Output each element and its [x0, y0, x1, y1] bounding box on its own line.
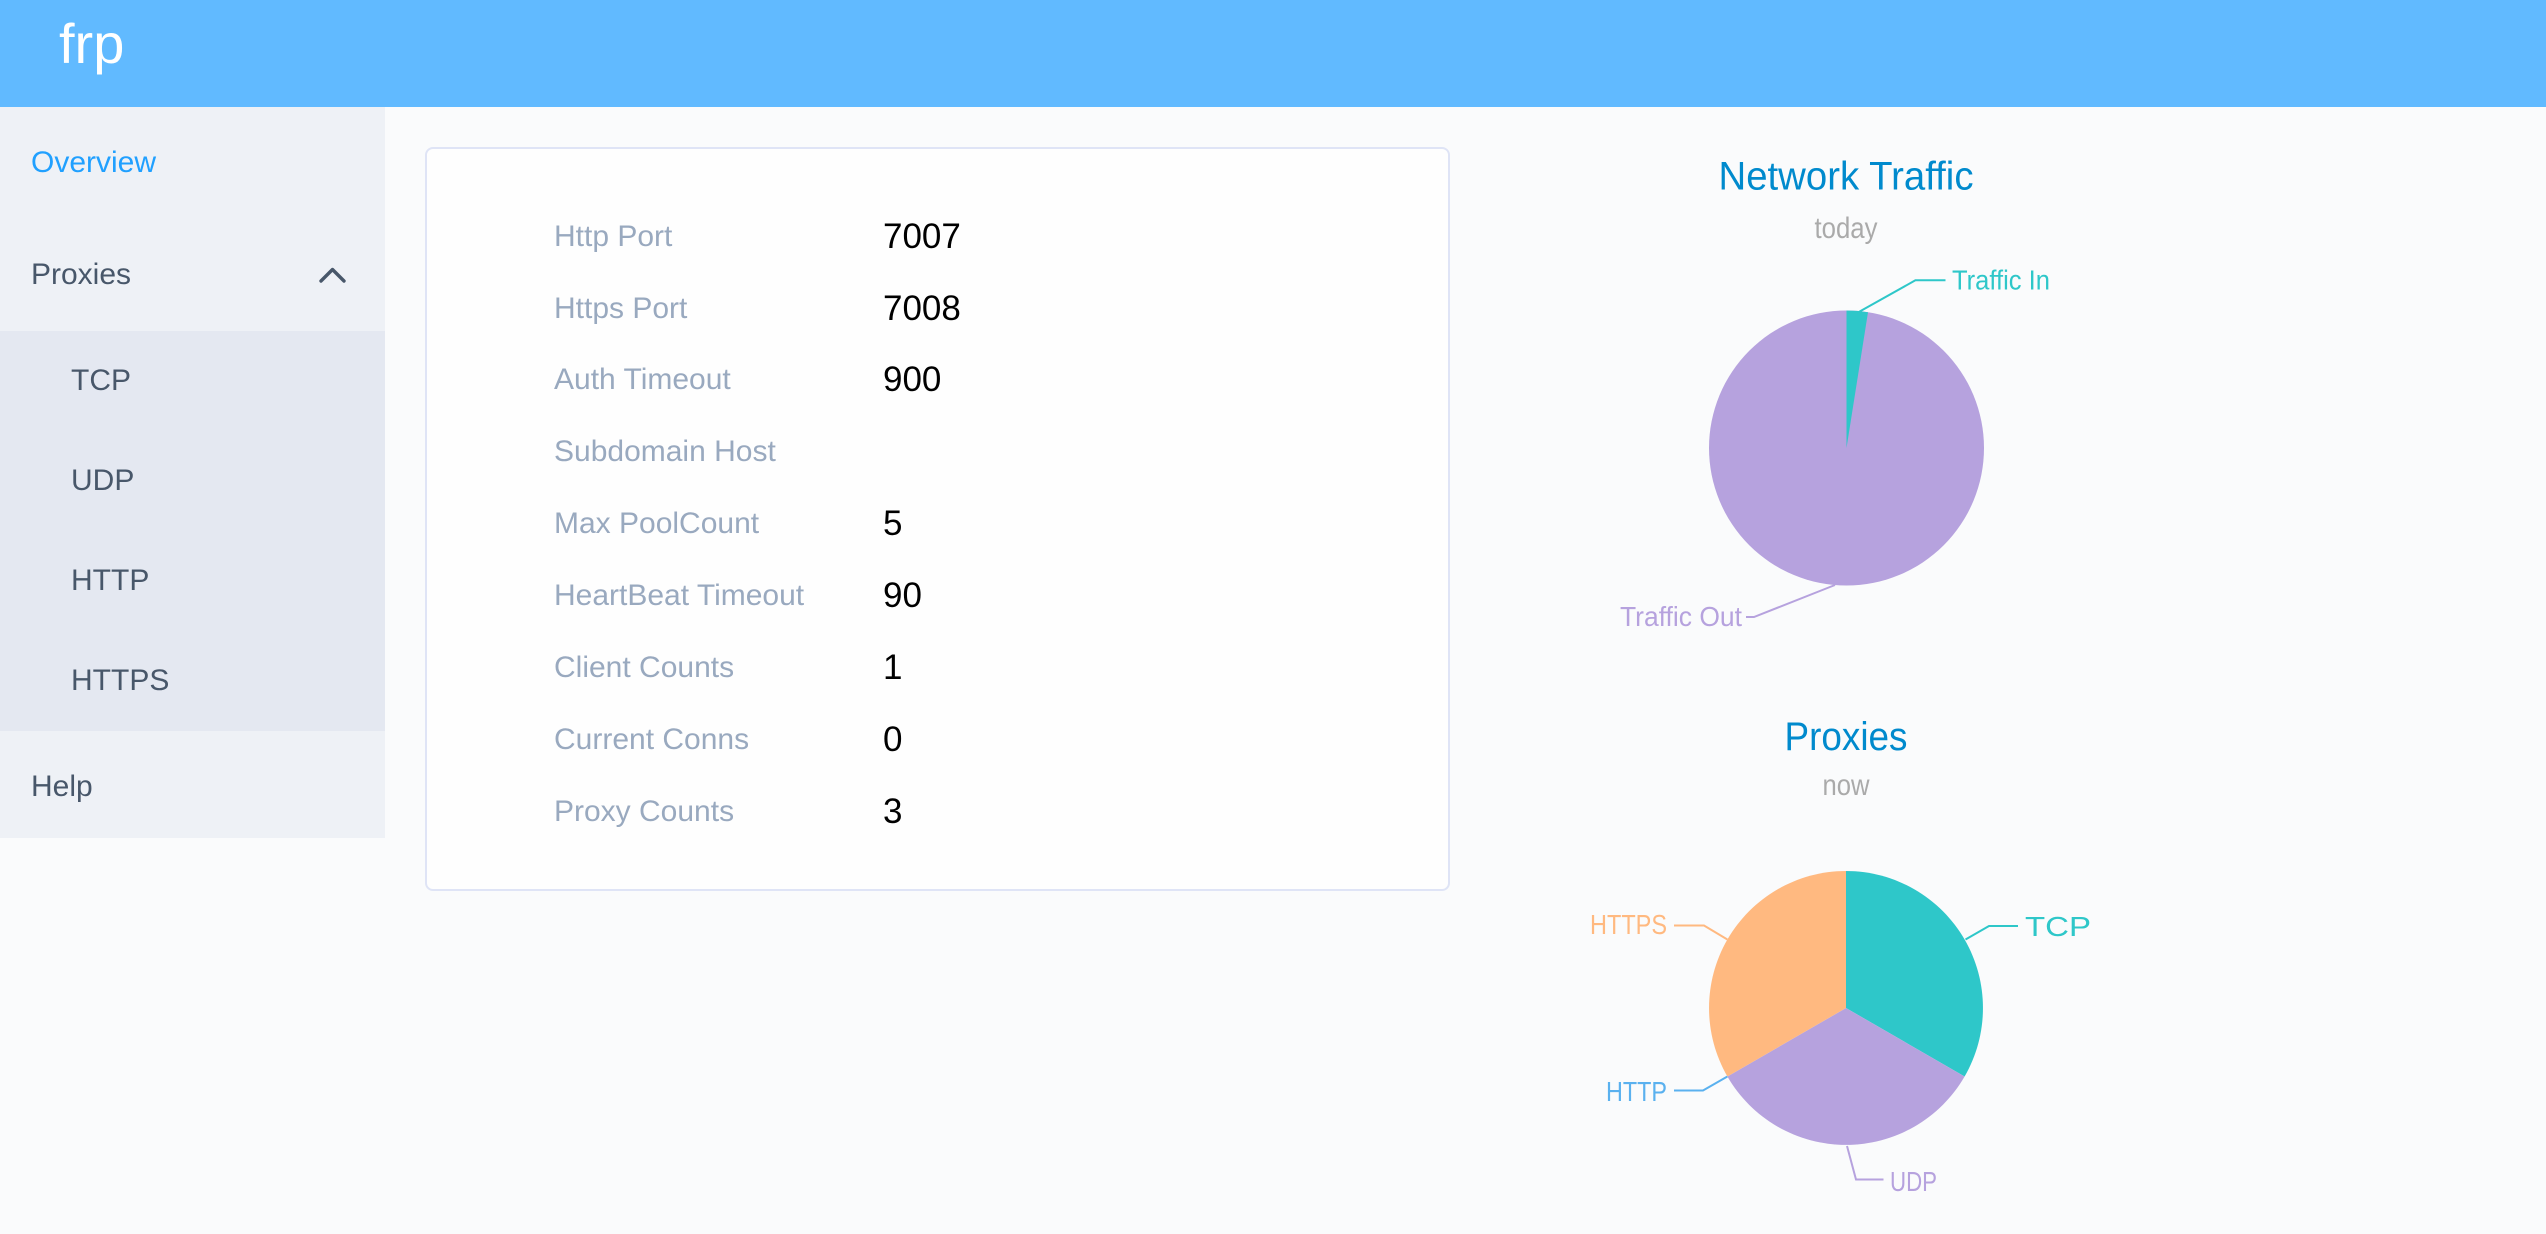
svg-text:today: today: [1815, 212, 1878, 245]
svg-text:HTTP: HTTP: [1606, 1076, 1667, 1107]
svg-text:Proxies: Proxies: [1785, 715, 1908, 759]
svg-text:Network Traffic: Network Traffic: [1719, 155, 1974, 199]
svg-text:HTTPS: HTTPS: [1590, 909, 1667, 940]
svg-text:now: now: [1823, 769, 1870, 802]
svg-text:Traffic Out: Traffic Out: [1620, 601, 1742, 632]
svg-text:TCP: TCP: [2025, 911, 2091, 942]
svg-text:Traffic In: Traffic In: [1952, 265, 2050, 296]
svg-text:UDP: UDP: [1890, 1166, 1937, 1197]
